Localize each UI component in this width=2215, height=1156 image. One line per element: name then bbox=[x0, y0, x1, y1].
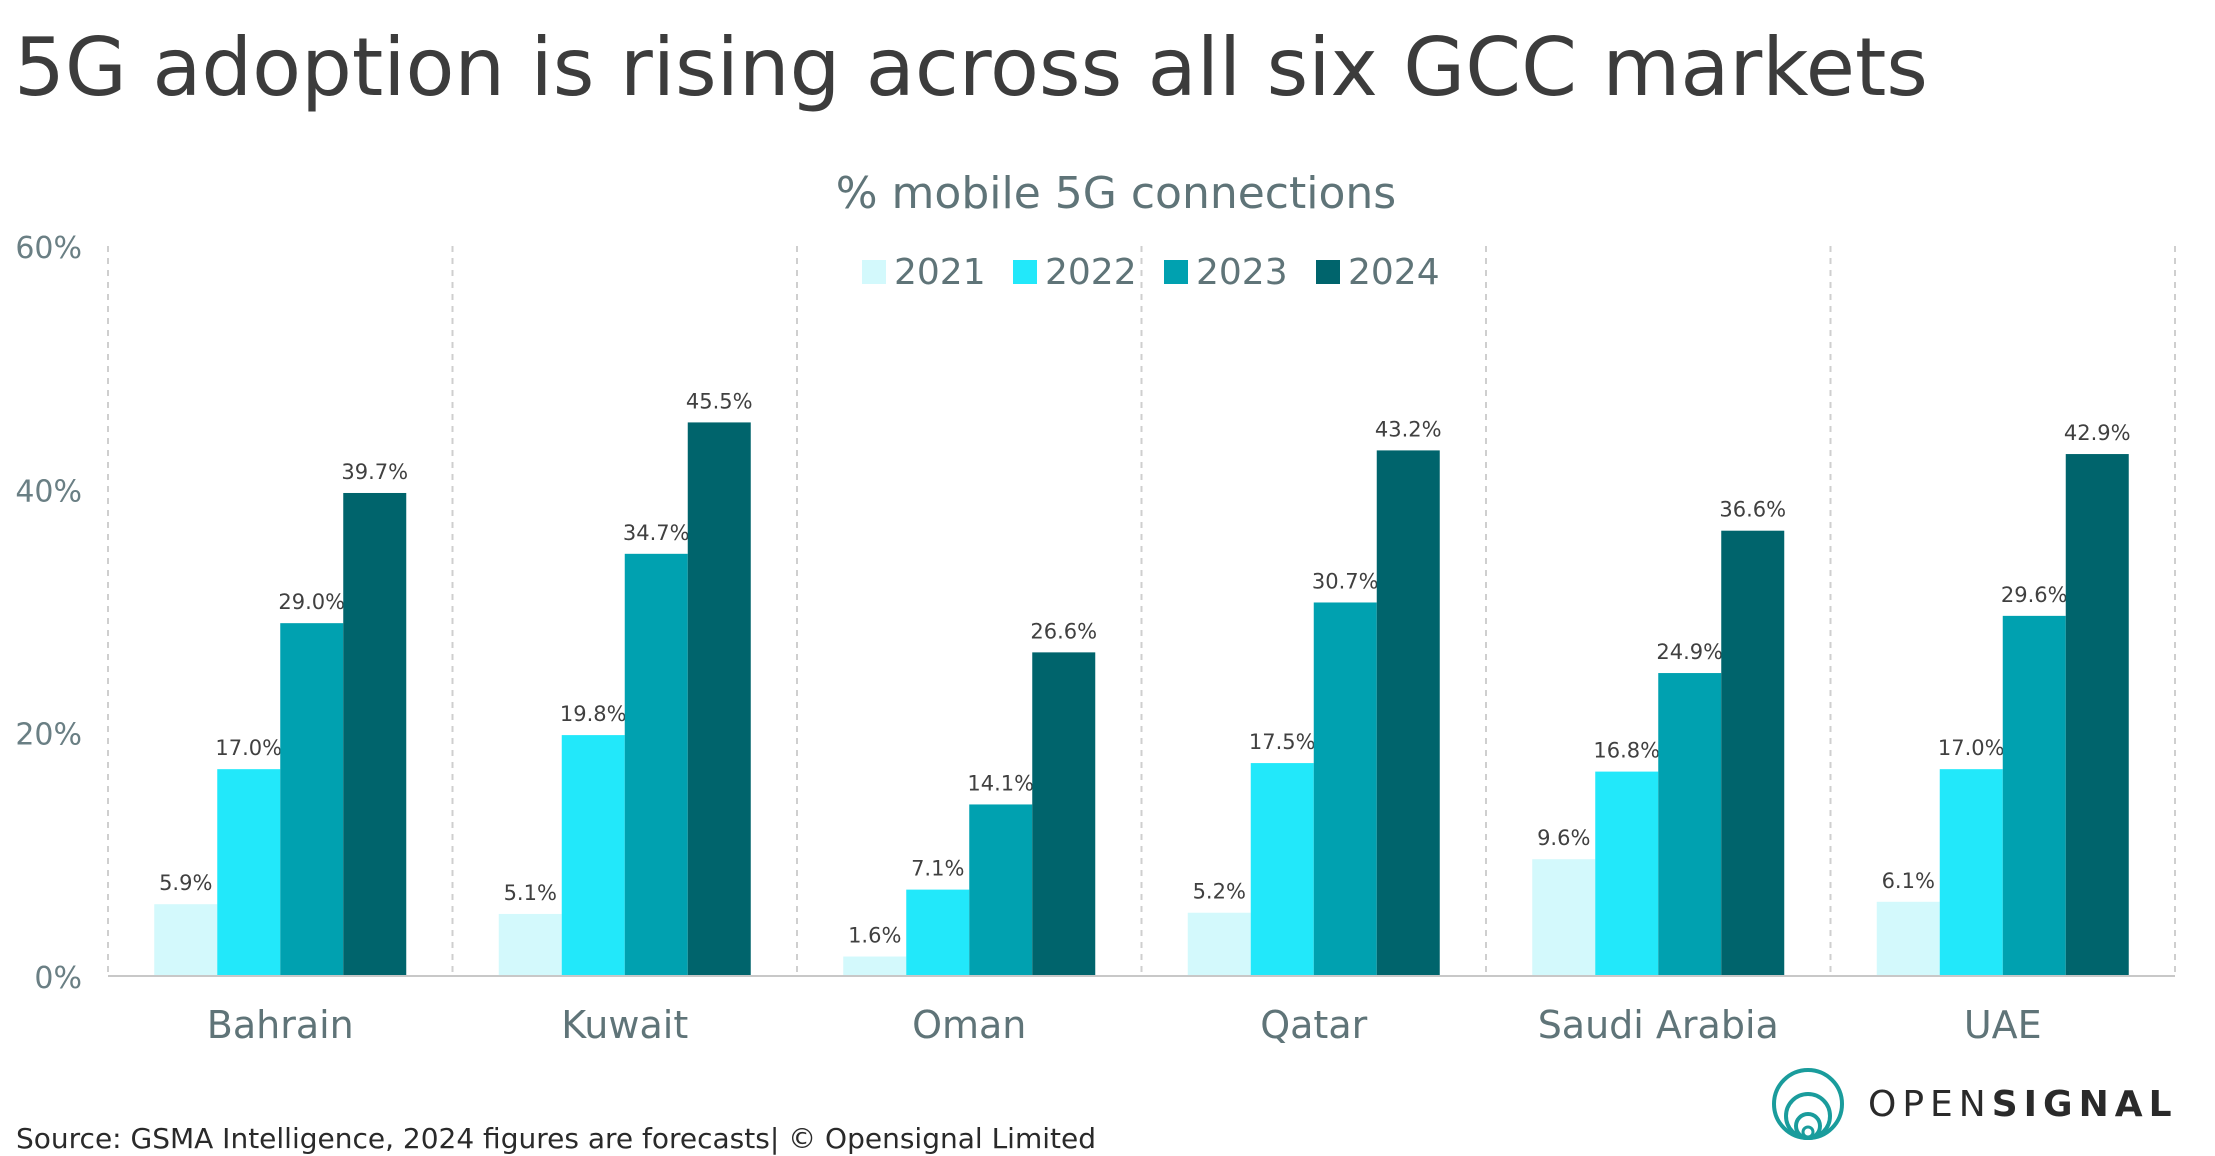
data-label: 17.5% bbox=[1249, 730, 1316, 754]
bar bbox=[1721, 530, 1785, 976]
data-label: 7.1% bbox=[911, 857, 964, 881]
data-label: 16.8% bbox=[1593, 739, 1660, 763]
legend-swatch bbox=[862, 260, 886, 284]
legend-label: 2021 bbox=[894, 252, 986, 293]
data-label: 42.9% bbox=[2064, 421, 2131, 445]
data-label: 39.7% bbox=[341, 460, 408, 484]
legend-swatch bbox=[1164, 260, 1188, 284]
data-label: 17.0% bbox=[1938, 736, 2005, 760]
bar bbox=[1187, 912, 1251, 976]
x-tick-label: Qatar bbox=[1260, 1003, 1367, 1047]
data-label: 34.7% bbox=[623, 521, 690, 545]
y-tick-label: 20% bbox=[15, 718, 82, 753]
bar bbox=[1250, 763, 1314, 976]
data-label: 29.6% bbox=[2001, 583, 2068, 607]
bar bbox=[1876, 901, 1940, 976]
bar bbox=[343, 492, 407, 976]
data-label: 24.9% bbox=[1656, 640, 1723, 664]
bar bbox=[2002, 615, 2066, 976]
bar bbox=[969, 804, 1033, 976]
data-label: 5.2% bbox=[1193, 880, 1246, 904]
bar bbox=[1658, 673, 1722, 976]
x-tick-label: UAE bbox=[1964, 1003, 2042, 1047]
x-tick-label: Oman bbox=[912, 1003, 1026, 1047]
data-label: 5.9% bbox=[159, 871, 212, 895]
data-label: 45.5% bbox=[686, 389, 753, 413]
legend-label: 2022 bbox=[1045, 252, 1137, 293]
data-label: 43.2% bbox=[1375, 417, 1442, 441]
bar bbox=[154, 904, 218, 976]
bar bbox=[561, 735, 625, 976]
data-label: 19.8% bbox=[560, 702, 627, 726]
y-tick-label: 60% bbox=[15, 231, 82, 266]
legend-label: 2023 bbox=[1196, 252, 1288, 293]
source-note: Source: GSMA Intelligence, 2024 figures … bbox=[16, 1122, 1096, 1155]
data-label: 9.6% bbox=[1537, 826, 1590, 850]
bar bbox=[687, 422, 751, 977]
y-tick-label: 40% bbox=[15, 474, 82, 509]
brand-wordmark: OPENSIGNAL bbox=[1868, 1084, 2178, 1125]
y-tick-label: 0% bbox=[34, 961, 82, 996]
data-label: 30.7% bbox=[1312, 569, 1379, 593]
bar bbox=[1939, 769, 2003, 976]
data-label: 36.6% bbox=[1719, 498, 1786, 522]
bar bbox=[498, 913, 562, 976]
legend-swatch bbox=[1013, 260, 1037, 284]
legend-label: 2024 bbox=[1348, 252, 1440, 293]
x-tick-label: Bahrain bbox=[207, 1003, 354, 1047]
x-tick-label: Saudi Arabia bbox=[1538, 1003, 1779, 1047]
bar bbox=[843, 956, 907, 976]
data-label: 6.1% bbox=[1882, 869, 1935, 893]
bar bbox=[1532, 859, 1596, 976]
brand-wordmark-bold: SIGNAL bbox=[1991, 1084, 2178, 1125]
data-label: 29.0% bbox=[278, 590, 345, 614]
bar bbox=[1313, 602, 1377, 976]
bar bbox=[1595, 771, 1659, 976]
bar bbox=[1376, 450, 1440, 976]
bar bbox=[624, 553, 688, 976]
bar bbox=[1032, 652, 1096, 976]
bar-chart: % mobile 5G connections 0% 20% 40% 60% 5.9% 17… bbox=[15, 168, 2176, 1047]
opensignal-brand: OPENSIGNAL bbox=[1768, 1066, 2208, 1146]
x-tick-label: Kuwait bbox=[561, 1003, 688, 1047]
brand-wordmark-light: OPEN bbox=[1868, 1084, 1992, 1125]
concentric-circles-icon bbox=[1772, 1068, 1844, 1140]
chart-title: % mobile 5G connections bbox=[836, 168, 1396, 219]
data-label: 14.1% bbox=[967, 771, 1034, 795]
bar bbox=[906, 889, 970, 976]
bar bbox=[280, 623, 344, 976]
legend-swatch bbox=[1316, 260, 1340, 284]
data-label: 26.6% bbox=[1030, 619, 1097, 643]
data-label: 17.0% bbox=[215, 736, 282, 760]
page-title: 5G adoption is rising across all six GCC… bbox=[14, 21, 1928, 114]
bar bbox=[217, 769, 281, 976]
data-label: 1.6% bbox=[848, 924, 901, 948]
data-label: 5.1% bbox=[504, 881, 557, 905]
bar bbox=[2065, 454, 2129, 976]
